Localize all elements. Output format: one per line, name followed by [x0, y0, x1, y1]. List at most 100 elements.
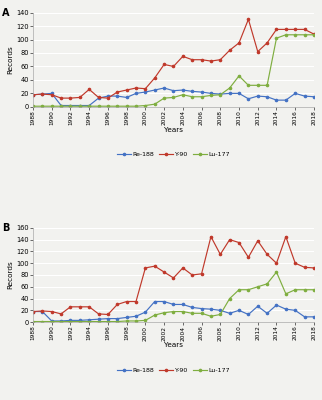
- Lu-177: [284, 32, 288, 37]
- Re-188: [312, 94, 316, 99]
- Re-188: [237, 308, 241, 313]
- Y-90: [153, 76, 157, 80]
- Re-188: [106, 316, 110, 321]
- Lu-177: [218, 92, 222, 97]
- Lu-177: [69, 319, 72, 324]
- Lu-177: [41, 104, 44, 108]
- Re-188: [284, 307, 288, 312]
- Lu-177: [228, 86, 232, 90]
- Y-90: [237, 240, 241, 245]
- X-axis label: Years: Years: [164, 127, 183, 133]
- Lu-177: [293, 287, 297, 292]
- Re-188: [209, 91, 213, 96]
- Text: A: A: [2, 8, 10, 18]
- Re-188: [97, 317, 100, 322]
- Y-90: [200, 272, 204, 276]
- Lu-177: [31, 104, 35, 108]
- Re-188: [106, 94, 110, 98]
- Re-188: [172, 302, 175, 307]
- Y-90: [41, 92, 44, 96]
- Lu-177: [190, 94, 194, 99]
- Y-90: [143, 266, 147, 270]
- Y-90: [106, 312, 110, 317]
- Line: Y-90: Y-90: [32, 236, 315, 316]
- Re-188: [200, 90, 204, 94]
- Re-188: [115, 94, 119, 98]
- Re-188: [275, 303, 279, 308]
- Re-188: [31, 92, 35, 97]
- Y-axis label: Records: Records: [7, 261, 14, 289]
- Y-90: [162, 270, 166, 274]
- Y-90: [50, 309, 54, 314]
- Re-188: [153, 88, 157, 92]
- Lu-177: [275, 36, 279, 40]
- Y-90: [106, 96, 110, 100]
- Lu-177: [59, 104, 63, 108]
- Lu-177: [172, 309, 175, 314]
- X-axis label: Years: Years: [164, 342, 183, 348]
- Re-188: [190, 89, 194, 94]
- Lu-177: [256, 83, 260, 88]
- Lu-177: [218, 312, 222, 317]
- Lu-177: [303, 287, 307, 292]
- Lu-177: [143, 318, 147, 323]
- Y-90: [78, 95, 82, 100]
- Lu-177: [125, 104, 128, 108]
- Lu-177: [200, 94, 204, 99]
- Lu-177: [190, 311, 194, 316]
- Y-90: [228, 237, 232, 242]
- Re-188: [143, 90, 147, 94]
- Re-188: [153, 299, 157, 304]
- Lu-177: [275, 270, 279, 274]
- Y-90: [181, 54, 185, 59]
- Text: B: B: [2, 223, 9, 233]
- Y-90: [87, 87, 91, 92]
- Re-188: [293, 91, 297, 96]
- Y-90: [275, 27, 279, 32]
- Y-90: [115, 302, 119, 307]
- Y-90: [303, 27, 307, 32]
- Lu-177: [78, 319, 82, 324]
- Re-188: [275, 98, 279, 102]
- Re-188: [41, 309, 44, 314]
- Y-90: [284, 234, 288, 239]
- Y-90: [246, 17, 250, 22]
- Re-188: [181, 302, 185, 307]
- Y-90: [209, 234, 213, 239]
- Lu-177: [153, 313, 157, 318]
- Lu-177: [97, 319, 100, 324]
- Legend: Re-188, Y-90, Lu-177: Re-188, Y-90, Lu-177: [114, 150, 233, 160]
- Lu-177: [246, 83, 250, 88]
- Re-188: [162, 299, 166, 304]
- Re-188: [228, 91, 232, 96]
- Lu-177: [312, 32, 316, 37]
- Line: Lu-177: Lu-177: [32, 271, 315, 323]
- Lu-177: [312, 287, 316, 292]
- Lu-177: [125, 318, 128, 323]
- Y-90: [87, 304, 91, 309]
- Y-90: [172, 64, 175, 69]
- Y-90: [312, 266, 316, 270]
- Re-188: [246, 312, 250, 317]
- Lu-177: [134, 318, 138, 323]
- Lu-177: [50, 319, 54, 324]
- Lu-177: [209, 93, 213, 98]
- Y-90: [237, 40, 241, 45]
- Lu-177: [50, 104, 54, 108]
- Y-axis label: Records: Records: [7, 45, 14, 74]
- Lu-177: [31, 319, 35, 324]
- Re-188: [143, 310, 147, 314]
- Lu-177: [78, 104, 82, 108]
- Y-90: [256, 238, 260, 243]
- Re-188: [181, 88, 185, 92]
- Lu-177: [200, 311, 204, 316]
- Re-188: [200, 306, 204, 311]
- Re-188: [50, 318, 54, 323]
- Re-188: [78, 103, 82, 108]
- Lu-177: [246, 287, 250, 292]
- Y-90: [97, 95, 100, 100]
- Y-90: [303, 265, 307, 270]
- Re-188: [50, 91, 54, 96]
- Re-188: [172, 88, 175, 93]
- Re-188: [284, 98, 288, 102]
